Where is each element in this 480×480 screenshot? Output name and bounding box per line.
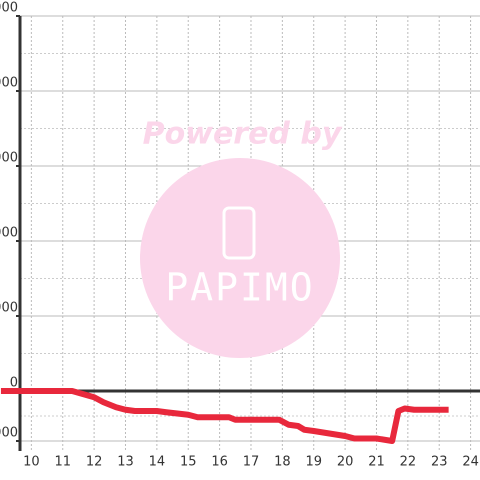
watermark-icon	[222, 206, 256, 260]
watermark-text: Powered by	[143, 117, 343, 152]
x-tick-label: 16	[211, 455, 228, 470]
x-tick-label: 11	[54, 455, 71, 470]
watermark: Powered by PAPIMO	[140, 117, 343, 358]
y-tick-label: 60,000	[0, 226, 18, 241]
x-tick-label: 15	[180, 455, 197, 470]
y-tick-label: -20,000	[0, 426, 18, 441]
y-tick-label: 90,000	[0, 151, 18, 166]
x-tick-label: 17	[243, 455, 260, 470]
x-tick-label: 23	[431, 455, 448, 470]
y-tick-label: 0	[10, 376, 18, 391]
x-tick-label: 12	[86, 455, 103, 470]
x-tick-label: 21	[368, 455, 385, 470]
x-tick-label: 18	[274, 455, 291, 470]
y-tick-label: 120,000	[0, 76, 18, 91]
x-tick-label: 24	[462, 455, 479, 470]
x-tick-label: 13	[117, 455, 134, 470]
y-tick-label: 30,000	[0, 301, 18, 316]
y-tick-label: 150,000	[0, 1, 18, 16]
line	[0, 388, 449, 444]
x-tick-label: 22	[400, 455, 417, 470]
x-tick-label: 14	[149, 455, 166, 470]
watermark-logo: PAPIMO	[165, 266, 314, 310]
x-tick-label: 19	[305, 455, 322, 470]
x-tick-label: 20	[337, 455, 354, 470]
x-tick-label: 10	[23, 455, 40, 470]
